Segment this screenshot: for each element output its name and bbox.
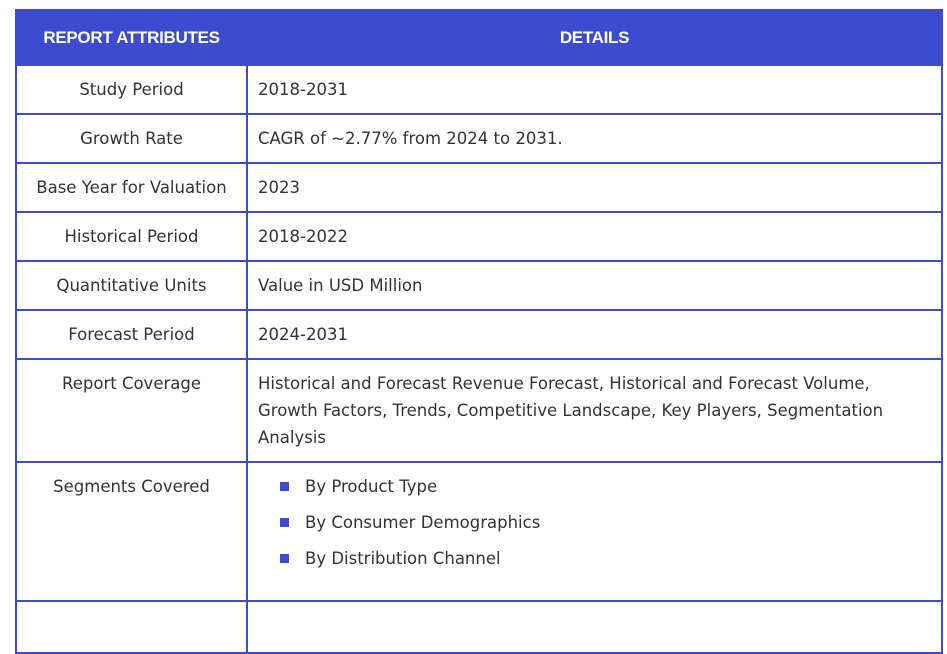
- square-bullet-icon: [280, 518, 289, 527]
- segments-details-cell: By Product Type By Consumer Demographics…: [246, 461, 943, 602]
- attribute-cell: Base Year for Valuation: [15, 162, 248, 213]
- table-row: Quantitative Units Value in USD Million: [15, 260, 943, 311]
- attribute-cell: Quantitative Units: [15, 260, 248, 311]
- segment-label: By Consumer Demographics: [305, 513, 541, 532]
- attribute-cell: Historical Period: [15, 211, 248, 262]
- details-cell: Historical and Forecast Revenue Forecast…: [246, 358, 943, 463]
- segment-label: By Distribution Channel: [305, 549, 501, 568]
- segment-label: By Product Type: [305, 477, 438, 496]
- list-item: By Consumer Demographics: [280, 509, 931, 536]
- attribute-cell: Growth Rate: [15, 113, 248, 164]
- table-row: Forecast Period 2024-2031: [15, 309, 943, 360]
- attribute-cell: Study Period: [15, 64, 248, 115]
- details-cell: 2023: [246, 162, 943, 213]
- details-cell: Value in USD Million: [246, 260, 943, 311]
- attribute-cell: Segments Covered: [15, 461, 248, 602]
- report-attributes-table: REPORT ATTRIBUTES DETAILS Study Period 2…: [15, 9, 943, 654]
- attribute-cell: Report Coverage: [15, 358, 248, 463]
- header-report-attributes: REPORT ATTRIBUTES: [15, 9, 248, 66]
- table-row: Historical Period 2018-2022: [15, 211, 943, 262]
- details-cell: [246, 600, 943, 654]
- attribute-cell: Forecast Period: [15, 309, 248, 360]
- table-row: Base Year for Valuation 2023: [15, 162, 943, 213]
- table-row-partial: [15, 600, 943, 654]
- square-bullet-icon: [280, 482, 289, 491]
- table-row: Study Period 2018-2031: [15, 64, 943, 115]
- table-row: Growth Rate CAGR of ~2.77% from 2024 to …: [15, 113, 943, 164]
- table-header-row: REPORT ATTRIBUTES DETAILS: [15, 9, 943, 66]
- header-details: DETAILS: [246, 9, 943, 66]
- square-bullet-icon: [280, 554, 289, 563]
- details-cell: 2018-2031: [246, 64, 943, 115]
- segment-list: By Product Type By Consumer Demographics…: [258, 473, 931, 572]
- table-row: Report Coverage Historical and Forecast …: [15, 358, 943, 463]
- list-item: By Distribution Channel: [280, 545, 931, 572]
- details-cell: CAGR of ~2.77% from 2024 to 2031.: [246, 113, 943, 164]
- details-cell: 2024-2031: [246, 309, 943, 360]
- table-row: Segments Covered By Product Type By Cons…: [15, 461, 943, 602]
- details-cell: 2018-2022: [246, 211, 943, 262]
- attribute-cell: [15, 600, 248, 654]
- list-item: By Product Type: [280, 473, 931, 500]
